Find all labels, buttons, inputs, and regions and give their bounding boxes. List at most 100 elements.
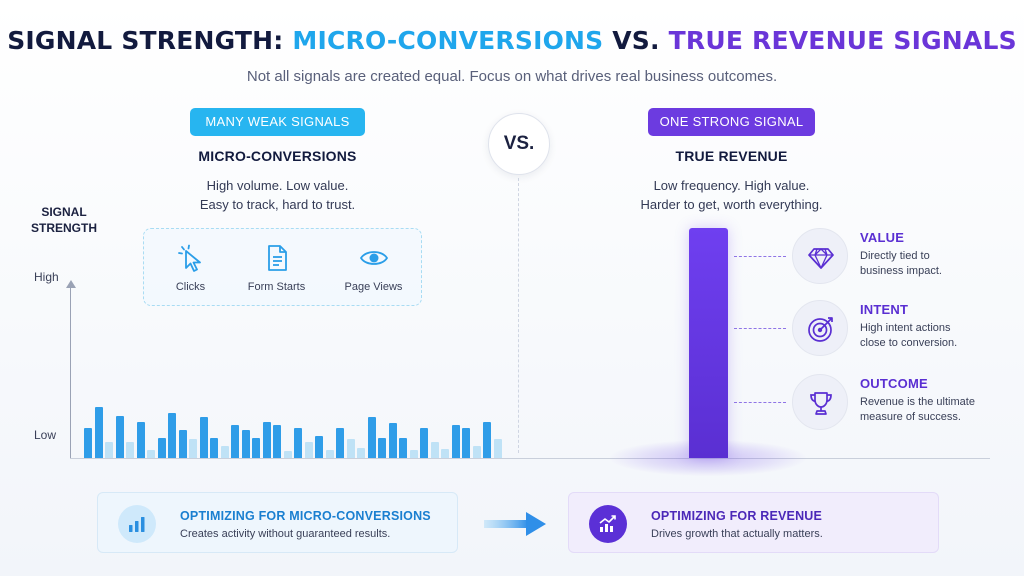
micro-signal-bar xyxy=(483,422,491,458)
attribute-icon-circle xyxy=(792,300,848,356)
axis-label-low: Low xyxy=(34,428,57,442)
arrow-right-icon xyxy=(484,512,546,536)
micro-item-form-starts: Form Starts xyxy=(230,243,323,293)
micro-signal-bar xyxy=(493,439,502,458)
micro-optimization-card: OPTIMIZING FOR MICRO-CONVERSIONS Creates… xyxy=(97,492,458,553)
vs-badge: VS. xyxy=(488,113,550,175)
micro-signal-bar xyxy=(84,428,92,458)
true-revenue-heading: TRUE REVENUE xyxy=(675,148,788,164)
weak-signals-badge: MANY WEAK SIGNALS xyxy=(190,108,365,136)
card-description: Drives growth that actually matters. xyxy=(651,528,823,540)
revenue-desc-line-1: Low frequency. High value. xyxy=(653,178,810,193)
trending-up-icon xyxy=(599,515,616,532)
baseline xyxy=(70,458,990,459)
card-title: OPTIMIZING FOR REVENUE xyxy=(651,509,823,523)
micro-signal-bar xyxy=(231,425,239,458)
eye-icon xyxy=(359,251,388,265)
micro-signal-bar xyxy=(273,425,281,458)
connector-line xyxy=(734,328,786,329)
micro-signal-bar xyxy=(472,446,481,458)
micro-signal-bars xyxy=(84,380,504,458)
micro-signal-bar xyxy=(199,417,208,458)
axis-title-line-1: SIGNAL xyxy=(41,205,87,219)
attribute-intent: INTENT High intent actions close to conv… xyxy=(734,300,994,356)
micro-signal-bar xyxy=(325,450,334,458)
true-revenue-description: Low frequency. High value. Harder to get… xyxy=(600,176,863,214)
center-divider xyxy=(518,178,519,453)
micro-item-clicks: Clicks xyxy=(144,243,237,293)
micro-desc-line-2: Easy to track, hard to trust. xyxy=(199,197,356,212)
micro-signal-bar xyxy=(220,446,229,458)
bar-chart-icon xyxy=(129,517,145,532)
micro-signal-bar xyxy=(430,442,439,458)
micro-signal-bar xyxy=(241,430,250,458)
attribute-title: OUTCOME xyxy=(860,376,928,391)
page-subtitle: Not all signals are created equal. Focus… xyxy=(246,68,778,85)
attribute-description: Directly tied to business impact. xyxy=(860,249,1000,279)
micro-signal-bar xyxy=(115,416,124,458)
micro-signal-bar xyxy=(210,438,218,458)
attribute-desc-line: measure of success. xyxy=(860,411,961,423)
micro-item-label: Page Views xyxy=(344,281,403,293)
attribute-desc-line: High intent actions xyxy=(860,322,951,334)
micro-signal-bar xyxy=(441,449,449,458)
micro-signal-bar xyxy=(94,407,103,458)
attribute-desc-line: business impact. xyxy=(860,265,942,277)
micro-signal-bar xyxy=(451,425,460,458)
attribute-title: VALUE xyxy=(860,230,905,245)
micro-signal-bar xyxy=(462,428,470,458)
micro-signal-bar xyxy=(262,422,271,458)
title-part-signal-strength: SIGNAL STRENGTH: xyxy=(7,26,293,55)
micro-signal-bar xyxy=(178,430,187,458)
revenue-signal-bar xyxy=(689,228,728,458)
attribute-title: INTENT xyxy=(860,302,909,317)
card-icon-circle xyxy=(589,505,627,543)
attribute-description: Revenue is the ultimate measure of succe… xyxy=(860,395,1000,425)
card-icon-circle xyxy=(118,505,156,543)
title-part-revenue: TRUE REVENUE SIGNALS xyxy=(668,26,1017,55)
micro-signal-bar xyxy=(168,413,176,458)
attribute-outcome: OUTCOME Revenue is the ultimate measure … xyxy=(734,374,994,430)
target-icon xyxy=(808,317,833,342)
micro-signal-bar xyxy=(126,442,134,458)
micro-conversion-examples: Clicks Form Starts Page Views xyxy=(143,228,422,306)
micro-item-page-views: Page Views xyxy=(327,243,420,293)
micro-signal-bar xyxy=(157,438,166,458)
axis-label-high: High xyxy=(34,270,59,284)
strong-signal-badge: ONE STRONG SIGNAL xyxy=(648,108,815,136)
axis-title-line-2: STRENGTH xyxy=(31,221,97,235)
micro-signal-bar xyxy=(105,442,113,458)
attribute-desc-line: close to conversion. xyxy=(860,337,958,349)
micro-signal-bar xyxy=(252,438,260,458)
micro-signal-bar xyxy=(357,448,365,458)
page-title: SIGNAL STRENGTH: MICRO-CONVERSIONS VS. T… xyxy=(0,26,1024,55)
micro-signal-bar xyxy=(294,428,302,458)
attribute-description: High intent actions close to conversion. xyxy=(860,321,1000,351)
document-icon xyxy=(267,245,287,271)
micro-item-label: Form Starts xyxy=(247,281,306,293)
micro-signal-bar xyxy=(409,450,418,458)
micro-signal-bar xyxy=(315,436,323,458)
micro-signal-bar xyxy=(304,442,313,458)
attribute-icon-circle xyxy=(792,374,848,430)
card-title: OPTIMIZING FOR MICRO-CONVERSIONS xyxy=(180,509,431,523)
micro-signal-bar xyxy=(399,438,407,458)
connector-line xyxy=(734,402,786,403)
micro-signal-bar xyxy=(378,438,386,458)
micro-signal-bar xyxy=(136,422,145,458)
micro-signal-bar xyxy=(147,450,155,458)
attribute-value: VALUE Directly tied to business impact. xyxy=(734,228,994,284)
cursor-click-icon xyxy=(177,244,201,272)
title-part-micro: MICRO-CONVERSIONS xyxy=(292,26,604,55)
attribute-icon-circle xyxy=(792,228,848,284)
micro-item-label: Clicks xyxy=(175,281,206,293)
micro-conversions-description: High volume. Low value. Easy to track, h… xyxy=(140,176,415,214)
micro-conversions-heading: MICRO-CONVERSIONS xyxy=(198,148,357,164)
title-part-vs: VS. xyxy=(603,26,669,55)
revenue-optimization-card: OPTIMIZING FOR REVENUE Drives growth tha… xyxy=(568,492,939,553)
micro-signal-bar xyxy=(336,428,344,458)
y-axis xyxy=(70,286,71,458)
card-description: Creates activity without guaranteed resu… xyxy=(180,528,391,540)
revenue-desc-line-2: Harder to get, worth everything. xyxy=(640,197,823,212)
diamond-icon xyxy=(808,248,834,269)
